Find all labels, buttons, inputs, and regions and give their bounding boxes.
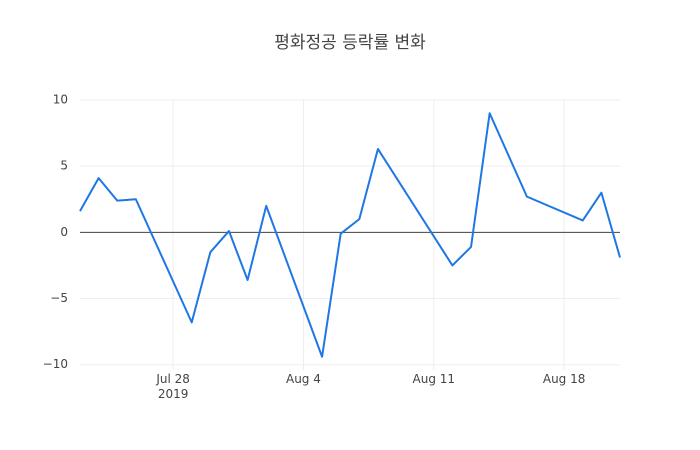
y-tick-label: 10: [53, 93, 68, 107]
line-series: [79, 112, 621, 358]
chart-title: 평화정공 등락률 변화: [274, 33, 426, 53]
y-tick-label: 5: [60, 159, 68, 173]
x-tick-label: Aug 18: [542, 372, 586, 386]
y-tick-label: −5: [50, 291, 68, 305]
x-tick-label: Aug 11: [412, 372, 456, 386]
x-tick-label: Aug 4: [285, 372, 321, 386]
y-tick-label: 0: [60, 225, 68, 239]
x-tick-label: Jul 28 2019: [156, 372, 190, 401]
y-tick-label: −10: [43, 357, 68, 371]
